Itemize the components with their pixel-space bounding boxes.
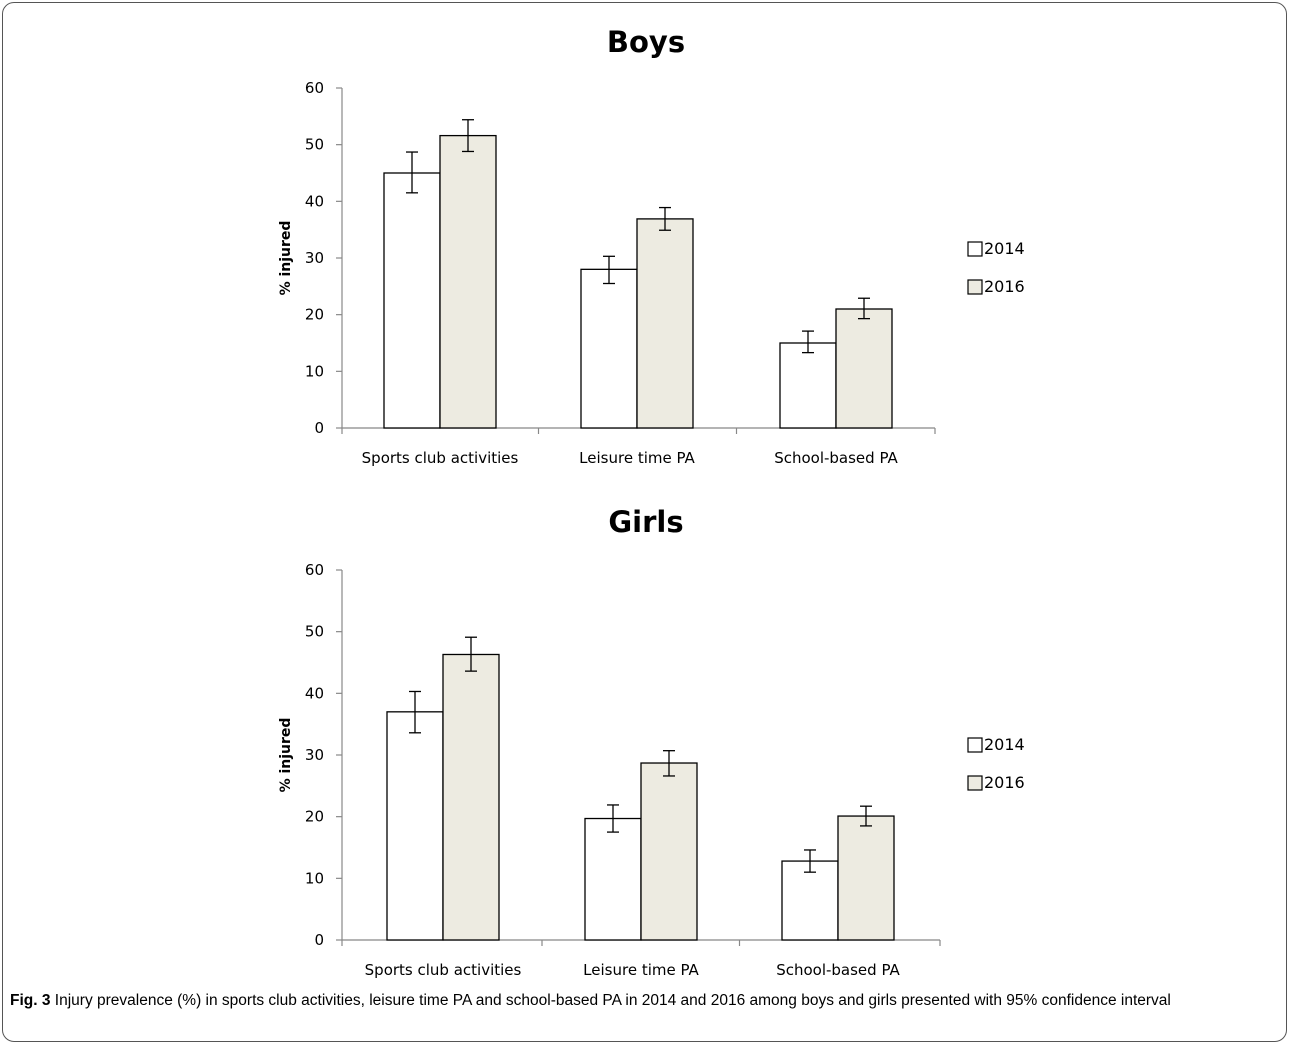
boys-bar-2014-2 <box>779 342 837 429</box>
boys-bar-2014-1 <box>580 268 638 429</box>
boys-legend-swatch-2014 <box>967 241 983 257</box>
figure-caption: Fig. 3 Injury prevalence (%) in sports c… <box>10 990 1280 1012</box>
boys-bar-2016-2 <box>835 308 893 429</box>
girls-y-tick-label: 20 <box>305 808 324 826</box>
girls-y-axis-label: % injured <box>278 718 294 793</box>
boys-category-label: School-based PA <box>774 449 898 467</box>
girls-bar-2014-2 <box>781 860 839 941</box>
boys-chart: Boys 0 10 20 30 40 50 60 % injured Sports club ac… <box>278 25 1025 467</box>
girls-category-label: Leisure time PA <box>583 961 699 979</box>
girls-y-tick-label: 10 <box>305 869 324 887</box>
girls-y-tick-label: 60 <box>305 561 324 579</box>
girls-bar-2016-0 <box>442 653 500 941</box>
boys-y-tick-label: 30 <box>305 249 324 267</box>
girls-bar-2014-1 <box>584 817 642 941</box>
girls-bar-2016-2 <box>837 815 895 941</box>
caption-label: Fig. 3 <box>10 992 51 1009</box>
boys-legend-label-2014: 2014 <box>984 239 1025 258</box>
boys-y-tick-label: 20 <box>305 306 324 324</box>
boys-bar-2016-0 <box>439 134 497 429</box>
girls-y-tick-label: 30 <box>305 746 324 764</box>
boys-bar-2016-1 <box>636 218 694 429</box>
girls-legend-label-2016: 2016 <box>984 773 1025 792</box>
girls-chart-title: Girls <box>608 505 683 539</box>
boys-category-label: Leisure time PA <box>579 449 695 467</box>
boys-y-tick-label: 60 <box>305 79 324 97</box>
boys-category-label: Sports club activities <box>362 449 519 467</box>
girls-chart: Girls 0 10 20 30 40 50 60 % injured Sports club a… <box>278 505 1025 979</box>
boys-legend-label-2016: 2016 <box>984 277 1025 296</box>
girls-bar-2014-0 <box>386 711 444 941</box>
boys-y-tick-label: 40 <box>305 192 324 210</box>
girls-y-tick-label: 50 <box>305 623 324 641</box>
girls-legend-swatch-2016 <box>967 775 983 791</box>
girls-y-tick-label: 0 <box>314 931 324 949</box>
girls-category-label: Sports club activities <box>365 961 522 979</box>
girls-bar-2016-1 <box>640 762 698 941</box>
boys-y-axis-label: % injured <box>278 221 294 296</box>
boys-chart-title: Boys <box>607 25 685 59</box>
girls-y-tick-label: 40 <box>305 684 324 702</box>
boys-y-tick-label: 50 <box>305 136 324 154</box>
boys-bar-2014-0 <box>383 172 441 429</box>
girls-legend-label-2014: 2014 <box>984 735 1025 754</box>
boys-y-tick-label: 0 <box>314 419 324 437</box>
girls-legend-swatch-2014 <box>967 737 983 753</box>
caption-text: Injury prevalence (%) in sports club act… <box>50 992 1171 1009</box>
boys-legend-swatch-2016 <box>967 279 983 295</box>
girls-category-label: School-based PA <box>776 961 900 979</box>
boys-y-tick-label: 10 <box>305 362 324 380</box>
